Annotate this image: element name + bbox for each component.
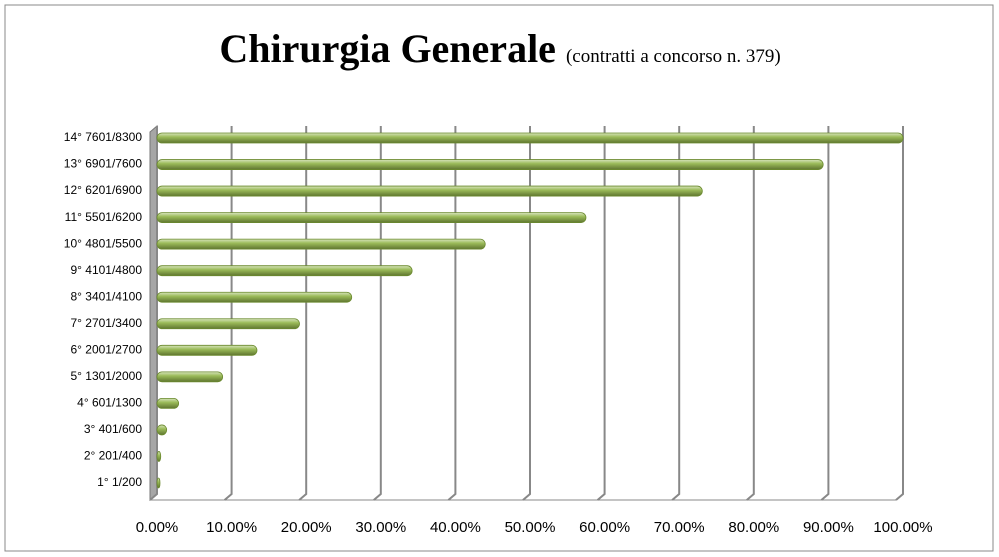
x-tick-label: 70.00%: [654, 519, 705, 536]
grid-line: [746, 126, 755, 501]
y-tick-label: 13° 6901/7600: [64, 157, 143, 171]
x-tick-label: 90.00%: [803, 519, 854, 536]
y-tick-label: 3° 401/600: [84, 422, 143, 436]
y-tick-label: 6° 2001/2700: [70, 342, 142, 356]
x-tick-label: 80.00%: [728, 519, 779, 536]
grid-line: [522, 126, 531, 501]
bar: [156, 212, 587, 224]
bar: [156, 291, 353, 303]
x-tick-label: 20.00%: [281, 519, 332, 536]
x-tick-label: 100.00%: [873, 519, 932, 536]
x-tick-label: 60.00%: [579, 519, 630, 536]
bar: [156, 265, 413, 277]
y-tick-label: 7° 2701/3400: [70, 316, 142, 330]
bar: [156, 132, 904, 144]
bar: [156, 344, 258, 356]
x-tick-label: 10.00%: [206, 519, 257, 536]
bar: [156, 318, 300, 330]
grid-line: [671, 126, 681, 501]
left-wall: [149, 124, 158, 502]
bar: [156, 477, 161, 489]
y-tick-label: 4° 601/1300: [77, 396, 142, 410]
grid-line: [149, 126, 158, 501]
bar: [156, 238, 486, 250]
grid-line: [895, 126, 904, 501]
grid-line: [820, 126, 830, 501]
grid-line: [596, 126, 606, 501]
y-tick-label: 8° 3401/4100: [70, 289, 142, 303]
y-tick-label: 11° 5501/6200: [65, 210, 143, 224]
x-tick-label: 40.00%: [430, 519, 481, 536]
title: Chirurgia Generale: [219, 26, 556, 71]
bar: [156, 185, 703, 197]
bar: [156, 451, 162, 462]
y-tick-label: 9° 4101/4800: [70, 263, 142, 277]
subtitle: (contratti a concorso n. 379): [566, 46, 781, 67]
x-tick-label: 50.00%: [505, 519, 556, 536]
bar: [156, 371, 224, 383]
bar: [156, 424, 168, 436]
bar: [156, 159, 824, 170]
y-tick-label: 12° 6201/6900: [64, 183, 143, 197]
x-tick-label: 0.00%: [136, 519, 179, 536]
chart-title: Chirurgia Generale (contratti a concorso …: [219, 26, 780, 71]
bar: [156, 397, 180, 409]
x-tick-label: 30.00%: [355, 519, 406, 536]
y-tick-label: 2° 201/400: [84, 449, 143, 463]
y-tick-label: 14° 7601/8300: [64, 130, 143, 144]
y-tick-label: 1° 1/200: [97, 475, 142, 489]
y-tick-label: 5° 1301/2000: [70, 369, 142, 383]
y-tick-label: 10° 4801/5500: [64, 236, 143, 250]
